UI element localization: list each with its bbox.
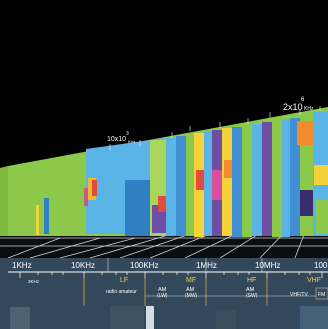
band-label-vhf: VHF xyxy=(307,277,321,284)
service-label-vhf-tv: VHF/TV xyxy=(290,292,308,298)
spectrum-slab xyxy=(0,107,328,237)
perspective-label-right: 2x10 6 KHz xyxy=(283,97,314,112)
service-label-am-sw-sub: (SW) xyxy=(246,293,258,299)
service-label-am-lw-sub: (LW) xyxy=(157,293,168,299)
perspective-floor-lines xyxy=(0,231,328,259)
service-label-radio-amateur: radio amateur xyxy=(106,289,137,295)
perspective-label-sup: 6 xyxy=(301,97,305,103)
freq-label-10khz: 10KHz xyxy=(71,261,95,270)
service-label-am-lw: AM xyxy=(158,287,167,293)
perspective-label-left: 10x10 3 KHz xyxy=(107,131,136,144)
legend-panel xyxy=(0,258,328,329)
band-label-hf: HF xyxy=(247,277,256,284)
band-labels: LF MF HF VHF xyxy=(120,277,321,284)
vertical-connector-lines xyxy=(107,258,263,272)
service-label-fm: FM xyxy=(318,292,325,298)
service-row: radio amateur AM (LW) AM (MW) AM (SW) VH… xyxy=(106,287,328,300)
perspective-label-sup: 3 xyxy=(126,131,129,137)
perspective-label-unit: KHz xyxy=(304,106,314,112)
band-label-mf: MF xyxy=(186,277,196,284)
perspective-label-text: 2x10 xyxy=(283,102,303,112)
service-label-am-mw: AM xyxy=(186,287,195,293)
service-label-am-mw-sub: (MW) xyxy=(185,293,198,299)
freq-label-10mhz: 10MHz xyxy=(255,261,280,270)
band-divider-lines xyxy=(83,278,268,306)
leader-lines xyxy=(109,106,321,150)
service-fm-box xyxy=(315,287,328,300)
service-label-am-sw: AM xyxy=(246,287,255,293)
freq-label-1mhz: 1MHz xyxy=(196,261,217,270)
freq-label-1khz: 1KHz xyxy=(12,261,32,270)
perspective-label-unit: KHz xyxy=(128,139,136,144)
frequency-ticks xyxy=(19,272,323,278)
legend-chips xyxy=(10,306,328,329)
perspective-label-text: 10x10 xyxy=(107,136,126,143)
frequency-axis: 1KHz 10KHz 100KHz 1MHz 10MHz 100 3KHz xyxy=(8,258,328,306)
band-label-lf: LF xyxy=(120,277,128,284)
freq-label-100khz: 100KHz xyxy=(130,261,158,270)
freq-sub-label: 3KHz xyxy=(28,279,40,284)
freq-label-100: 100 xyxy=(314,261,328,270)
